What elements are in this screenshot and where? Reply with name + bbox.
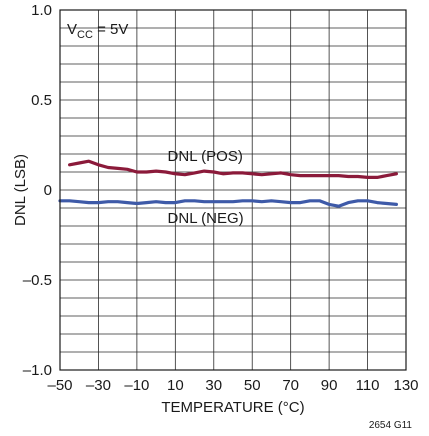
x-tick-label: 90: [321, 377, 338, 394]
series-line-dnl-neg: [58, 199, 398, 208]
x-tick-label: 70: [282, 377, 299, 394]
grid: [60, 10, 406, 370]
y-tick-label: –0.5: [23, 272, 52, 289]
y-tick-label: 0.5: [31, 92, 52, 109]
x-tick-label: 110: [356, 377, 380, 394]
y-axis-label: DNL (LSB): [12, 154, 29, 226]
series-layer: [58, 159, 398, 208]
figure-id: 2654 G11: [369, 420, 413, 431]
y-tick-label: 0: [44, 182, 52, 199]
tick-labels: –50 –30 –10 10 30 50 70 90 110 130 –1.0 –0.5 0 0.5 1.0: [23, 2, 419, 394]
condition-label: VCC = 5V: [67, 21, 128, 41]
x-tick-label: 10: [167, 377, 184, 394]
plot-frame: [59, 9, 407, 371]
x-tick-label: 30: [205, 377, 222, 394]
y-tick-label: –1.0: [23, 362, 52, 379]
x-tick-label: –10: [124, 377, 149, 394]
x-tick-label: –30: [86, 377, 111, 394]
x-tick-label: 130: [393, 377, 418, 394]
x-tick-label: 50: [244, 377, 261, 394]
x-axis-label: TEMPERATURE (°C): [161, 399, 304, 416]
annotation-dnl-neg: DNL (NEG): [168, 210, 244, 227]
annotation-dnl-pos: DNL (POS): [168, 148, 243, 165]
series-line-dnl-pos: [68, 159, 398, 179]
y-tick-label: 1.0: [31, 2, 52, 19]
x-tick-label: –50: [47, 377, 72, 394]
